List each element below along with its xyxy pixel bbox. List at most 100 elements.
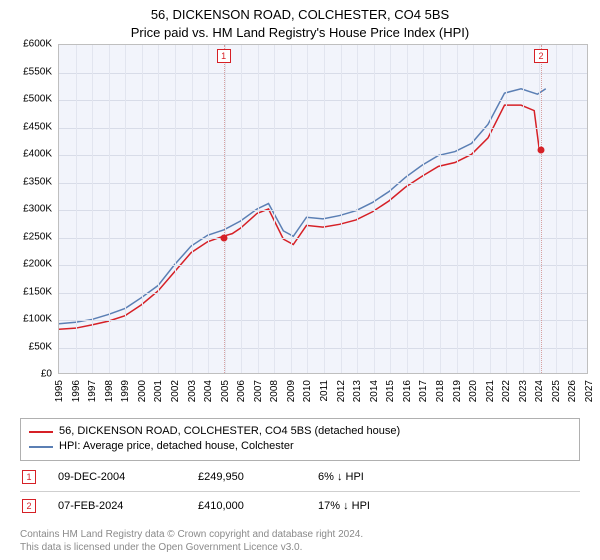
gridline-v (274, 45, 275, 373)
footer-line1: Contains HM Land Registry data © Crown c… (20, 528, 580, 541)
gridline-v (556, 45, 557, 373)
sale-marker-label: 2 (534, 49, 548, 63)
gridline-h (59, 155, 587, 156)
legend: 56, DICKENSON ROAD, COLCHESTER, CO4 5BS … (20, 418, 580, 461)
gridline-v (291, 45, 292, 373)
record-separator (20, 491, 580, 492)
x-tick-label: 2027 (584, 380, 595, 402)
record-delta: 17% ↓ HPI (318, 500, 438, 512)
y-tick-label: £550K (23, 66, 52, 77)
gridline-v (374, 45, 375, 373)
gridline-v (175, 45, 176, 373)
gridline-v (407, 45, 408, 373)
title-block: 56, DICKENSON ROAD, COLCHESTER, CO4 5BS … (0, 0, 600, 41)
record-date: 09-DEC-2004 (58, 471, 198, 483)
legend-label: 56, DICKENSON ROAD, COLCHESTER, CO4 5BS … (59, 424, 400, 439)
x-tick-label: 2026 (567, 380, 578, 402)
record-row: 207-FEB-2024£410,00017% ↓ HPI (20, 495, 580, 517)
y-tick-label: £500K (23, 94, 52, 105)
gridline-v (341, 45, 342, 373)
x-tick-label: 2017 (418, 380, 429, 402)
gridline-v (241, 45, 242, 373)
gridline-v (192, 45, 193, 373)
y-tick-label: £150K (23, 286, 52, 297)
series-svg (59, 45, 587, 373)
gridline-v (109, 45, 110, 373)
x-tick-label: 2016 (402, 380, 413, 402)
x-tick-label: 2012 (336, 380, 347, 402)
x-tick-label: 1995 (54, 380, 65, 402)
footer-line2: This data is licensed under the Open Gov… (20, 541, 580, 554)
record-price: £410,000 (198, 500, 318, 512)
gridline-v (258, 45, 259, 373)
gridline-h (59, 265, 587, 266)
gridline-h (59, 128, 587, 129)
x-tick-label: 2015 (385, 380, 396, 402)
x-tick-label: 2025 (551, 380, 562, 402)
x-tick-label: 2003 (187, 380, 198, 402)
legend-item: HPI: Average price, detached house, Colc… (29, 439, 571, 454)
x-tick-label: 2009 (286, 380, 297, 402)
sale-vline (541, 45, 542, 373)
gridline-h (59, 348, 587, 349)
gridline-v (158, 45, 159, 373)
record-date: 07-FEB-2024 (58, 500, 198, 512)
gridline-v (125, 45, 126, 373)
sale-marker-label: 1 (217, 49, 231, 63)
x-tick-label: 1999 (120, 380, 131, 402)
x-tick-label: 1997 (87, 380, 98, 402)
gridline-v (423, 45, 424, 373)
legend-swatch (29, 431, 53, 433)
figure-container: 56, DICKENSON ROAD, COLCHESTER, CO4 5BS … (0, 0, 600, 560)
x-tick-label: 2006 (236, 380, 247, 402)
y-tick-label: £600K (23, 39, 52, 50)
y-tick-label: £0 (41, 369, 52, 380)
gridline-v (506, 45, 507, 373)
gridline-v (523, 45, 524, 373)
gridline-v (76, 45, 77, 373)
y-tick-label: £300K (23, 204, 52, 215)
gridline-h (59, 238, 587, 239)
sale-marker-dot (537, 146, 544, 153)
gridline-v (440, 45, 441, 373)
gridline-v (357, 45, 358, 373)
y-tick-label: £200K (23, 259, 52, 270)
x-tick-label: 2002 (170, 380, 181, 402)
gridline-v (457, 45, 458, 373)
title-line1: 56, DICKENSON ROAD, COLCHESTER, CO4 5BS (0, 6, 600, 24)
title-line2: Price paid vs. HM Land Registry's House … (0, 24, 600, 42)
gridline-v (225, 45, 226, 373)
series-price_paid (59, 105, 539, 329)
x-tick-label: 2008 (269, 380, 280, 402)
y-tick-label: £450K (23, 121, 52, 132)
sale-marker-dot (220, 234, 227, 241)
x-tick-label: 1998 (104, 380, 115, 402)
x-tick-label: 2004 (203, 380, 214, 402)
x-axis: 1995199619971998199920002001200220032004… (58, 374, 588, 418)
footer-attribution: Contains HM Land Registry data © Crown c… (20, 528, 580, 554)
x-tick-label: 2000 (137, 380, 148, 402)
x-tick-label: 2021 (485, 380, 496, 402)
gridline-h (59, 210, 587, 211)
x-tick-label: 2018 (435, 380, 446, 402)
gridline-v (307, 45, 308, 373)
x-tick-label: 2024 (534, 380, 545, 402)
plot-area: 12 (58, 44, 588, 374)
record-delta: 6% ↓ HPI (318, 471, 438, 483)
gridline-h (59, 320, 587, 321)
gridline-h (59, 100, 587, 101)
x-tick-label: 2007 (253, 380, 264, 402)
y-tick-label: £350K (23, 176, 52, 187)
gridline-v (92, 45, 93, 373)
x-tick-label: 2019 (452, 380, 463, 402)
record-marker: 1 (22, 470, 36, 484)
x-tick-label: 1996 (71, 380, 82, 402)
x-tick-label: 2001 (153, 380, 164, 402)
x-tick-label: 2022 (501, 380, 512, 402)
sale-vline (224, 45, 225, 373)
gridline-v (324, 45, 325, 373)
y-tick-label: £50K (29, 341, 52, 352)
sale-records: 109-DEC-2004£249,9506% ↓ HPI207-FEB-2024… (20, 462, 580, 521)
y-tick-label: £400K (23, 149, 52, 160)
gridline-v (572, 45, 573, 373)
